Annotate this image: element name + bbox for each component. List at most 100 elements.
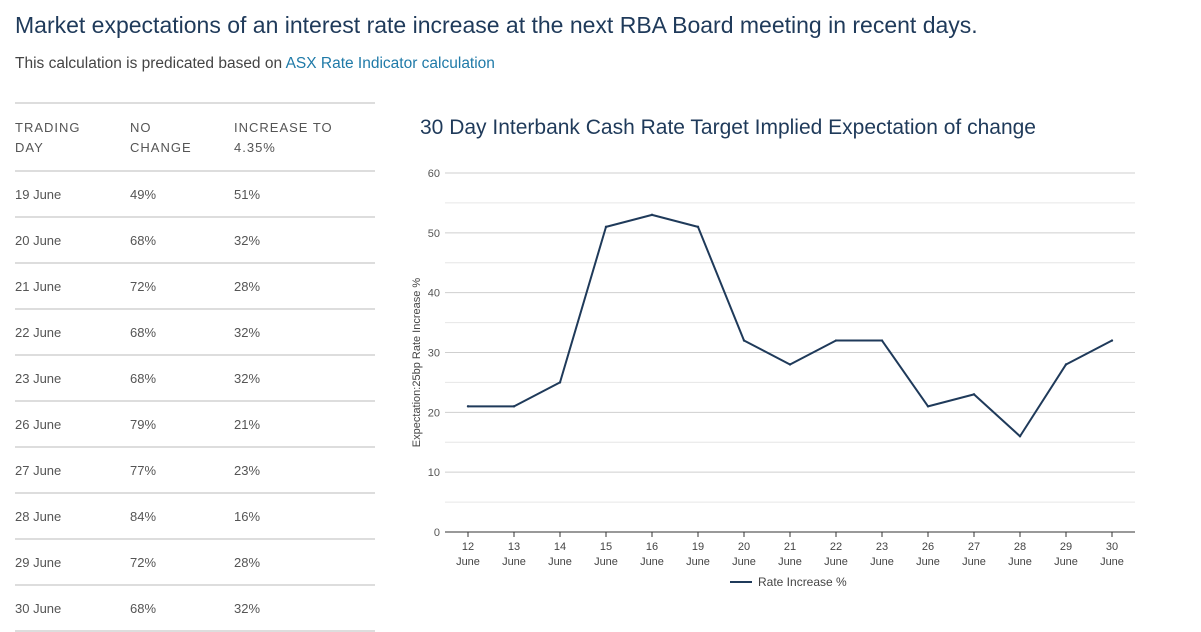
cell-trading-day: 22 June xyxy=(15,309,130,356)
data-point xyxy=(1018,435,1022,438)
cell-increase: 32% xyxy=(234,217,375,264)
cell-increase: 16% xyxy=(234,493,375,540)
cell-trading-day: 27 June xyxy=(15,447,130,494)
data-point xyxy=(1064,363,1068,366)
cell-no-change: 77% xyxy=(130,447,234,494)
y-tick-label: 40 xyxy=(428,288,440,300)
x-tick-label-month: June xyxy=(1100,556,1124,568)
legend-label: Rate Increase % xyxy=(758,575,847,589)
x-tick-label-month: June xyxy=(824,556,848,568)
table-row: 20 June 68% 32% xyxy=(15,217,375,264)
cell-no-change: 49% xyxy=(130,171,234,218)
page-subtitle: This calculation is predicated based on … xyxy=(15,55,495,73)
cell-trading-day: 26 June xyxy=(15,401,130,448)
x-tick-label-month: June xyxy=(686,556,710,568)
cell-increase: 28% xyxy=(234,539,375,586)
x-tick-label-day: 12 xyxy=(462,541,474,553)
x-tick-label-day: 29 xyxy=(1060,541,1072,553)
cell-trading-day: 21 June xyxy=(15,263,130,310)
x-tick-label-month: June xyxy=(548,556,572,568)
table-row: 26 June 79% 21% xyxy=(15,401,375,448)
x-tick-label-month: June xyxy=(640,556,664,568)
x-tick-label-day: 16 xyxy=(646,541,658,553)
header-trading-day: TRADING DAY xyxy=(15,102,130,172)
y-tick-label: 0 xyxy=(434,527,440,539)
x-tick-label-day: 28 xyxy=(1014,541,1026,553)
table-row: 22 June 68% 32% xyxy=(15,309,375,356)
data-point xyxy=(926,405,930,408)
x-tick-label-day: 30 xyxy=(1106,541,1118,553)
x-tick-label-month: June xyxy=(732,556,756,568)
x-tick-label-month: June xyxy=(502,556,526,568)
x-tick-label-month: June xyxy=(1008,556,1032,568)
cell-increase: 28% xyxy=(234,263,375,310)
cell-increase: 23% xyxy=(234,447,375,494)
cell-no-change: 72% xyxy=(130,263,234,310)
series-line xyxy=(468,213,1113,438)
cell-increase: 32% xyxy=(234,355,375,402)
cell-trading-day: 29 June xyxy=(15,539,130,586)
expectations-table: TRADING DAY NO CHANGE INCREASE TO 4.35% 19 … xyxy=(15,102,375,632)
x-tick-label-month: June xyxy=(870,556,894,568)
table-row: 27 June 77% 23% xyxy=(15,447,375,494)
x-tick-label-day: 14 xyxy=(554,541,566,553)
x-tick-label-month: June xyxy=(1054,556,1078,568)
cell-trading-day: 28 June xyxy=(15,493,130,540)
cell-trading-day: 19 June xyxy=(15,171,130,218)
data-point xyxy=(788,363,792,366)
cell-no-change: 72% xyxy=(130,539,234,586)
cell-trading-day: 30 June xyxy=(15,585,130,632)
data-point xyxy=(742,339,746,342)
cell-increase: 32% xyxy=(234,585,375,632)
x-tick-label-month: June xyxy=(916,556,940,568)
cell-no-change: 79% xyxy=(130,401,234,448)
table-row: 29 June 72% 28% xyxy=(15,539,375,586)
x-tick-label-day: 26 xyxy=(922,541,934,553)
x-tick-label-day: 15 xyxy=(600,541,612,553)
data-point xyxy=(650,213,654,217)
header-increase: INCREASE TO 4.35% xyxy=(234,102,375,172)
data-point xyxy=(604,225,608,229)
cell-increase: 51% xyxy=(234,171,375,218)
cell-trading-day: 23 June xyxy=(15,355,130,402)
x-tick-label-day: 21 xyxy=(784,541,796,553)
cell-trading-day: 20 June xyxy=(15,217,130,264)
page-title: Market expectations of an interest rate … xyxy=(15,12,978,38)
data-point xyxy=(1110,339,1114,342)
data-point xyxy=(880,339,884,342)
data-point xyxy=(834,339,838,342)
cell-no-change: 68% xyxy=(130,585,234,632)
line-chart: 0 10 20 30 40 50 60 12 June 13 June 14 June 15 June 16 J… xyxy=(411,168,1135,589)
data-point xyxy=(696,225,700,229)
data-point xyxy=(972,393,976,396)
cell-no-change: 84% xyxy=(130,493,234,540)
table-row: 23 June 68% 32% xyxy=(15,355,375,402)
table-body: 19 June 49% 51% 20 June 68% 32% 21 June 72% 28% 2… xyxy=(15,171,375,632)
y-axis-label: Expectation:25bp Rate Increase % xyxy=(411,278,423,448)
data-point xyxy=(466,405,470,408)
x-tick-label-month: June xyxy=(594,556,618,568)
x-tick-label-day: 27 xyxy=(968,541,980,553)
y-tick-label: 60 xyxy=(428,168,440,180)
x-tick-label-day: 19 xyxy=(692,541,704,553)
cell-increase: 32% xyxy=(234,309,375,356)
x-tick-label-month: June xyxy=(778,556,802,568)
cell-no-change: 68% xyxy=(130,217,234,264)
cell-no-change: 68% xyxy=(130,355,234,402)
x-tick-label-day: 22 xyxy=(830,541,842,553)
chart-title: 30 Day Interbank Cash Rate Target Implie… xyxy=(420,116,1036,139)
subtitle-text: This calculation is predicated based on xyxy=(15,55,286,72)
y-tick-label: 10 xyxy=(428,467,440,479)
header-no-change: NO CHANGE xyxy=(130,102,234,172)
cell-increase: 21% xyxy=(234,401,375,448)
cell-no-change: 68% xyxy=(130,309,234,356)
table-row: 21 June 72% 28% xyxy=(15,263,375,310)
data-point xyxy=(558,381,562,384)
x-tick-label-day: 20 xyxy=(738,541,750,553)
x-tick-label-day: 23 xyxy=(876,541,888,553)
table-row: 30 June 68% 32% xyxy=(15,585,375,632)
x-tick-label-month: June xyxy=(962,556,986,568)
table-row: 19 June 49% 51% xyxy=(15,171,375,218)
asx-rate-indicator-link[interactable]: ASX Rate Indicator calculation xyxy=(285,55,495,72)
table-row: 28 June 84% 16% xyxy=(15,493,375,540)
